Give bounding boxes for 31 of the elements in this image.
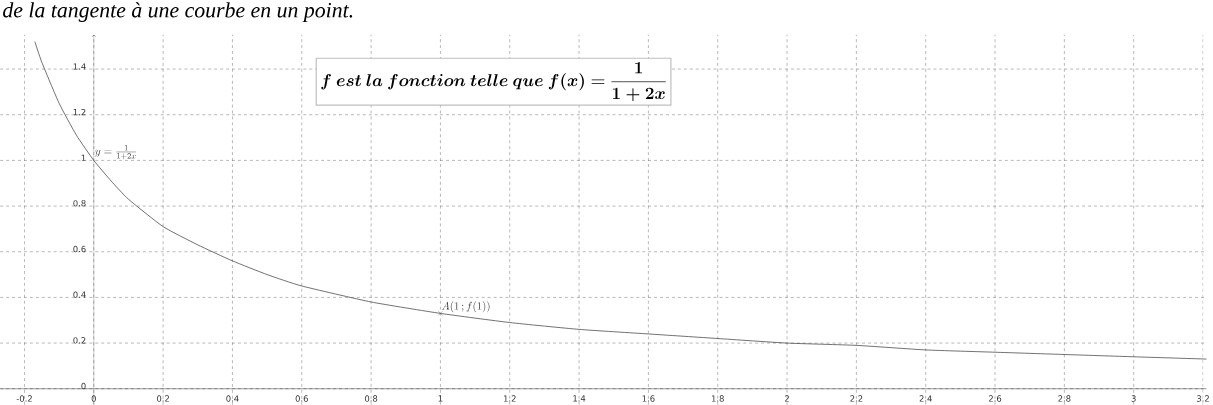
x-tick-label: 1.6	[642, 395, 655, 402]
annotation: $y=\frac{1}{1+2x}$	[95, 145, 137, 160]
x-tick-label: 3	[1131, 395, 1136, 402]
x-tick-label: 0.2	[156, 395, 169, 402]
y-tick-label: 0.2	[73, 337, 86, 344]
y-tick-label: 0.6	[73, 245, 86, 253]
x-tick-label: 2.6	[988, 395, 1002, 402]
x-tick-label: 2.2	[850, 395, 863, 402]
x-tick-label: 0.4	[226, 395, 239, 402]
x-tick-label: 2.8	[1058, 395, 1071, 402]
x-tick-label: 0.6	[295, 395, 308, 402]
chart-title: de la tangente à une courbe en un point.	[3, 2, 353, 22]
annotation: $A(1\,;f(1))$	[441, 301, 490, 313]
x-tick-label: 1.4	[573, 395, 586, 402]
x-tick-label: 0	[91, 395, 96, 402]
x-tick-label: 2.4	[919, 395, 932, 402]
x-tick-label: 1.8	[711, 395, 724, 402]
x-tick-label: 0.8	[364, 395, 378, 402]
x-tick-label: 1.2	[503, 395, 516, 402]
x-tick-label: 1	[438, 395, 443, 402]
y-tick-label: 1.2	[73, 108, 86, 116]
line-series	[34, 41, 1207, 360]
y-tick-label: 0	[81, 382, 86, 390]
x-tick-label: 3.2	[1196, 395, 1209, 402]
x-tick-label: -0.2	[16, 395, 32, 402]
y-tick-label: 1	[81, 154, 86, 161]
y-tick-label: 0.8	[73, 200, 86, 207]
y-tick-label: 0.4	[73, 291, 86, 298]
y-tick-label: 1.4	[73, 63, 86, 70]
annotation: $\boldsymbol{f\ est\ la\ fonction\ telle\ que\ f(x)=\dfrac{1}{1+2x}}$	[321, 61, 666, 102]
x-tick-label: 2	[785, 395, 789, 402]
